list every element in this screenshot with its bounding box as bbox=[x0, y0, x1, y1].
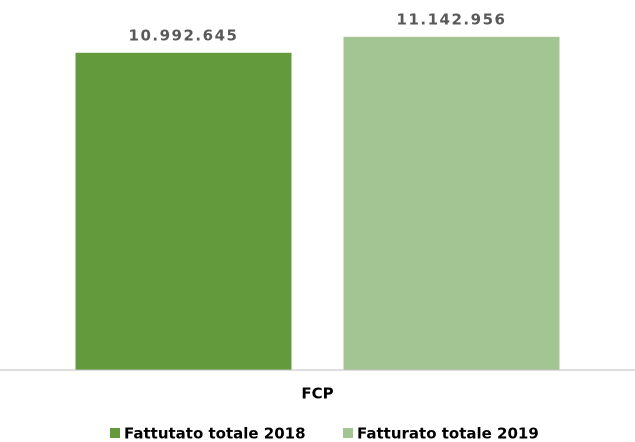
x-tick-label: FCP bbox=[301, 385, 333, 403]
bar bbox=[75, 52, 292, 370]
value-label: 10.992.645 bbox=[129, 26, 239, 44]
legend-label: Fattutato totale 2018 bbox=[124, 425, 306, 442]
legend-swatch bbox=[110, 428, 120, 438]
bar bbox=[343, 36, 560, 370]
legend-swatch bbox=[343, 428, 353, 438]
value-label: 11.142.956 bbox=[397, 10, 507, 28]
legend-label: Fatturato totale 2019 bbox=[357, 425, 539, 442]
